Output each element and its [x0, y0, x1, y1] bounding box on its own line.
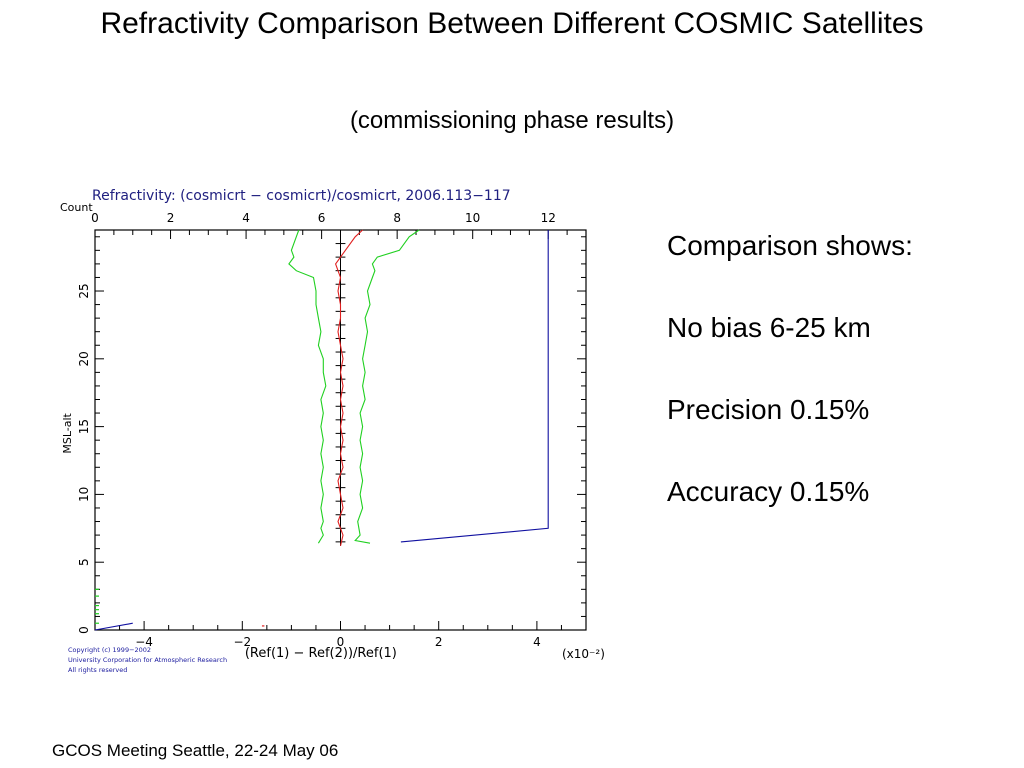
y-tick-label: 20 — [77, 351, 91, 366]
count-tick-label: 4 — [242, 211, 250, 225]
count-tick-label: 2 — [167, 211, 175, 225]
x-tick-label: 0 — [337, 635, 345, 649]
copyright-line: Copyright (c) 1999−2002 — [68, 646, 151, 654]
note-precision: Precision 0.15% — [667, 394, 870, 425]
y-tick-label: 0 — [77, 626, 91, 634]
y-axis-label: MSL-alt — [61, 412, 74, 453]
count-tick-label: 0 — [91, 211, 99, 225]
top-axis-label: Count — [60, 201, 93, 214]
note-heading: Comparison shows: — [667, 230, 913, 261]
x-tick-label: 4 — [533, 635, 541, 649]
notes-panel: Comparison shows: No bias 6-25 km Precis… — [667, 228, 913, 556]
count-tick-label: 6 — [318, 211, 326, 225]
y-tick-label: 10 — [77, 487, 91, 502]
x-axis-label: (Ref(1) − Ref(2))/Ref(1) — [245, 646, 397, 661]
x-tick-label: 2 — [435, 635, 443, 649]
slide-subtitle: (commissioning phase results) — [349, 107, 675, 134]
copyright-line: All rights reserved — [68, 666, 127, 674]
note-accuracy: Accuracy 0.15% — [667, 476, 870, 507]
x-multiplier: (x10⁻²) — [562, 647, 605, 661]
note-bias: No bias 6-25 km — [667, 312, 871, 343]
count-line-low — [94, 622, 133, 631]
slide-footer: GCOS Meeting Seattle, 22-24 May 06 — [52, 741, 339, 760]
refractivity-chart: Refractivity: (cosmicrt − cosmicrt)/cosm… — [60, 188, 605, 674]
copyright-line: University Corporation for Atmospheric R… — [68, 656, 227, 664]
std-dev-line — [288, 229, 327, 544]
count-tick-label: 10 — [465, 211, 480, 225]
y-tick-label: 25 — [77, 283, 91, 298]
chart-title: Refractivity: (cosmicrt − cosmicrt)/cosm… — [92, 188, 511, 204]
count-tick-label: 8 — [393, 211, 401, 225]
x-tick-label: −2 — [233, 635, 251, 649]
y-tick-label: 5 — [77, 558, 91, 566]
mean-difference-line — [334, 229, 363, 547]
count-line — [400, 230, 549, 543]
x-tick-label: −4 — [135, 635, 153, 649]
count-tick-label: 12 — [541, 211, 556, 225]
std-dev-line — [354, 229, 420, 544]
y-tick-label: 15 — [77, 419, 91, 434]
slide-title: Refractivity Comparison Between Differen… — [100, 7, 924, 40]
